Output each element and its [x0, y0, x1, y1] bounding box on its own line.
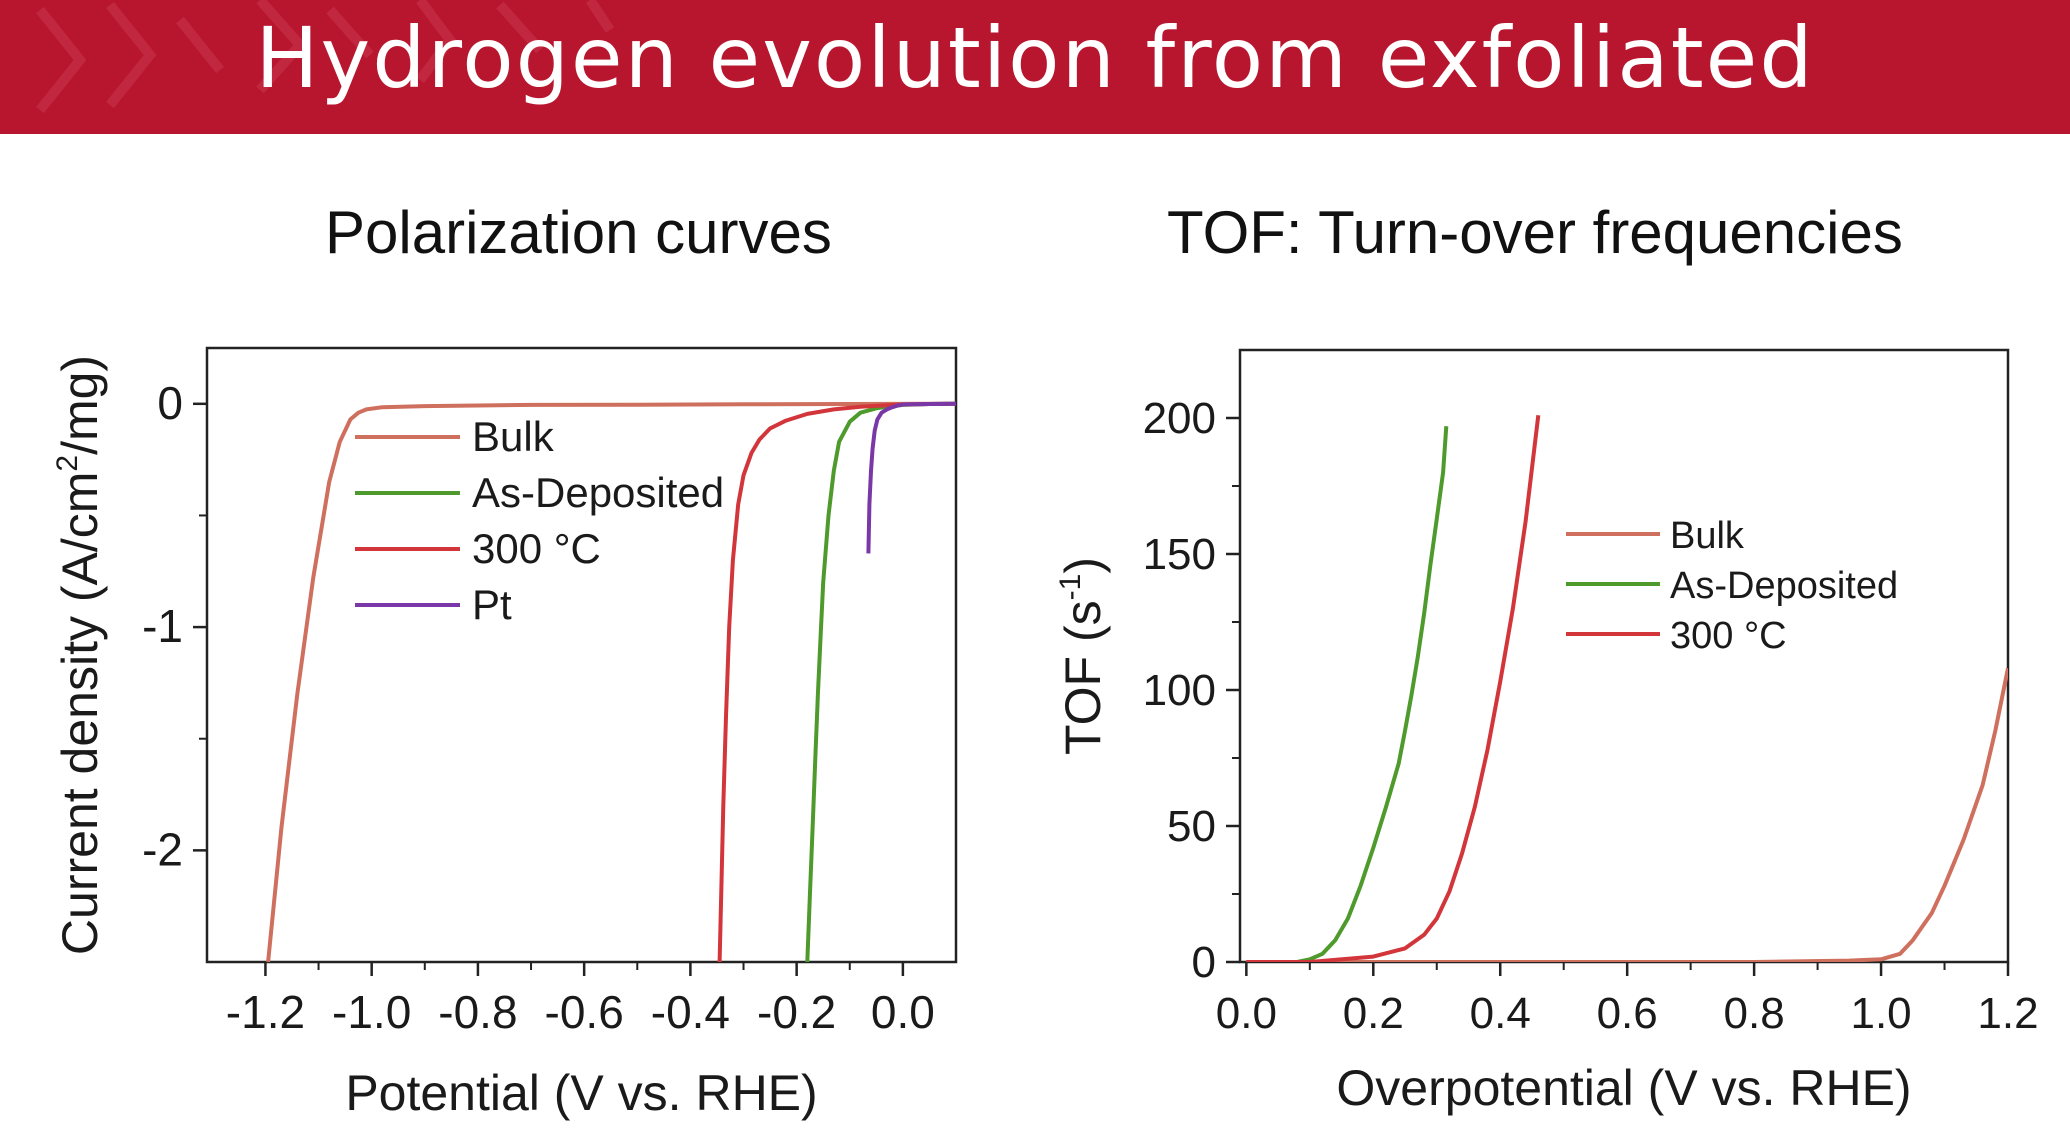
polarization-y-tick-label: -1 [142, 600, 183, 652]
polarization-series-line-bulk [266, 401, 956, 962]
polarization-y-tick-label: -2 [142, 823, 183, 875]
polarization-y-axis-label: Current density (A/cm2/mg) [51, 355, 108, 955]
tof-x-tick-label: 1.2 [1977, 989, 2038, 1038]
title-banner: Hydrogen evolution from exfoliated [0, 0, 2070, 134]
polarization-x-tick-label: -0.4 [651, 986, 730, 1038]
polarization-legend-label: Bulk [472, 413, 555, 460]
polarization-series-line-pt [866, 401, 956, 554]
tof-x-axis-label: Overpotential (V vs. RHE) [1336, 1060, 1911, 1116]
tof-plot-frame [1238, 348, 2010, 964]
tof-y-tick-label: 50 [1167, 802, 1216, 851]
polarization-legend-label: Pt [472, 581, 512, 628]
polarization-plot-frame [205, 346, 958, 964]
tof-legend-label: As-Deposited [1670, 565, 1898, 607]
tof-x-tick-label: 0.4 [1470, 989, 1531, 1038]
polarization-x-tick-label: -1.0 [332, 986, 411, 1038]
tof-series-line-as-deposited [1246, 426, 1449, 962]
polarization-x-axis-label: Potential (V vs. RHE) [345, 1065, 817, 1121]
tof-y-tick-label: 150 [1143, 530, 1216, 579]
polarization-series-line-300-c [717, 401, 956, 962]
polarization-legend-label: 300 °C [472, 525, 601, 572]
tof-y-tick-label: 0 [1192, 938, 1216, 987]
polarization-x-tick-label: -0.6 [545, 986, 624, 1038]
polarization-y-tick-label: 0 [157, 377, 183, 429]
polarization-panel-title: Polarization curves [325, 199, 832, 266]
tof-x-tick-label: 0.8 [1724, 989, 1785, 1038]
tof-y-axis-label: TOF (s-1) [1054, 557, 1111, 755]
tof-x-tick-label: 1.0 [1850, 989, 1911, 1038]
tof-x-tick-label: 0.0 [1216, 989, 1277, 1038]
tof-x-tick-label: 0.2 [1343, 989, 1404, 1038]
banner-watermark-pattern [36, 0, 615, 114]
slide-title: Hydrogen evolution from exfoliated [255, 9, 1815, 107]
tof-panel-title: TOF: Turn-over frequencies [1167, 199, 1903, 266]
tof-series-line-bulk [1246, 667, 2008, 962]
tof-legend-label: Bulk [1670, 515, 1745, 557]
polarization-x-tick-label: 0.0 [871, 986, 935, 1038]
polarization-series-line-as-deposited [805, 401, 956, 962]
polarization-x-tick-label: -0.8 [438, 986, 517, 1038]
tof-x-tick-label: 0.6 [1597, 989, 1658, 1038]
tof-y-tick-label: 100 [1143, 666, 1216, 715]
polarization-x-tick-label: -1.2 [226, 986, 305, 1038]
tof-legend-label: 300 °C [1670, 615, 1787, 657]
tof-y-tick-label: 200 [1143, 394, 1216, 443]
polarization-x-tick-label: -0.2 [757, 986, 836, 1038]
polarization-legend-label: As-Deposited [472, 469, 724, 516]
tof-series-line-300-c [1246, 415, 1541, 962]
